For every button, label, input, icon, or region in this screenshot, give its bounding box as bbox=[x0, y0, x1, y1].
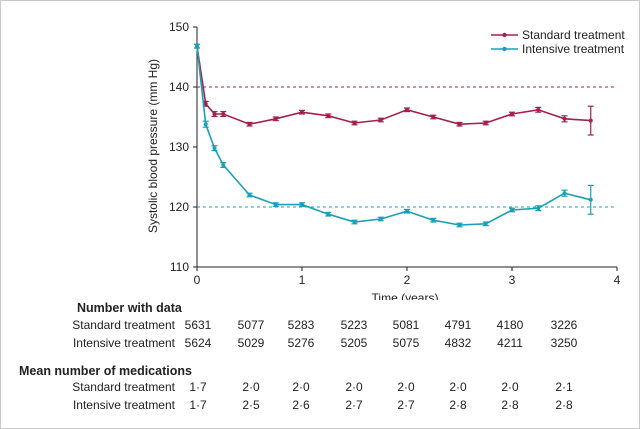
number-with-data-cell: 4180 bbox=[496, 318, 524, 332]
data-point bbox=[300, 202, 304, 207]
data-point bbox=[431, 115, 436, 119]
data-point bbox=[378, 217, 383, 221]
legend-label-intensive: Intensive treatment bbox=[522, 42, 625, 56]
number-with-data-cell: 4791 bbox=[444, 318, 472, 332]
mean-medications-row-label: Intensive treatment bbox=[72, 398, 175, 412]
number-with-data-cell: 5029 bbox=[237, 336, 265, 350]
number-with-data-cell: 5631 bbox=[184, 318, 212, 332]
number-with-data-cell: 5081 bbox=[392, 318, 420, 332]
number-with-data-cell: 5077 bbox=[237, 318, 265, 332]
data-point bbox=[536, 206, 541, 211]
data-point bbox=[195, 44, 199, 49]
mean-medications-cell: 2·5 bbox=[242, 398, 260, 412]
data-point bbox=[221, 163, 226, 167]
data-point bbox=[352, 220, 357, 224]
mean-medications-cell: 2·7 bbox=[345, 398, 363, 412]
number-with-data-cell: 3250 bbox=[550, 336, 578, 350]
mean-medications-cell: 2·0 bbox=[242, 380, 260, 394]
data-point bbox=[300, 110, 304, 115]
data-point bbox=[221, 112, 226, 116]
mean-medications-cell: 2·8 bbox=[449, 398, 467, 412]
number-with-data-row-label: Intensive treatment bbox=[72, 336, 175, 350]
data-point bbox=[247, 122, 252, 127]
mean-medications-cell: 2·6 bbox=[292, 398, 310, 412]
legend-marker-standard bbox=[502, 32, 507, 38]
number-with-data-cell: 4832 bbox=[444, 336, 472, 350]
data-point bbox=[588, 118, 593, 123]
x-tick-label: 1 bbox=[299, 273, 306, 287]
data-point bbox=[212, 146, 217, 151]
data-point bbox=[431, 218, 436, 223]
y-tick-label: 140 bbox=[169, 80, 189, 94]
data-point bbox=[326, 113, 331, 118]
number-with-data-row-label: Standard treatment bbox=[72, 318, 175, 332]
chart-axes: 110 120 130 140 150 0 1 2 3 4 bbox=[169, 20, 621, 287]
mean-medications-row-label: Standard treatment bbox=[72, 380, 175, 394]
data-point bbox=[247, 193, 252, 197]
legend-marker-intensive bbox=[502, 46, 507, 52]
x-tick-label: 0 bbox=[194, 273, 201, 287]
chart-series bbox=[194, 43, 594, 228]
mean-medications-cell: 2·0 bbox=[345, 380, 363, 394]
mean-medications-cell: 1·7 bbox=[189, 380, 207, 394]
blood-pressure-chart: 110 120 130 140 150 0 1 2 3 4 Standard treatmentI… bbox=[146, 20, 625, 300]
mean-medications-title: Mean number of medications bbox=[19, 364, 192, 378]
data-point bbox=[405, 107, 409, 112]
number-with-data-cell: 5075 bbox=[392, 336, 420, 350]
series-standard bbox=[194, 43, 594, 136]
mean-medications-cell: 2·0 bbox=[292, 380, 310, 394]
data-point bbox=[352, 121, 357, 125]
series-line-intensive bbox=[196, 46, 591, 226]
data-point bbox=[483, 221, 488, 226]
data-point bbox=[457, 223, 462, 227]
data-point bbox=[203, 101, 208, 106]
data-point bbox=[326, 212, 331, 217]
data-point bbox=[510, 208, 514, 212]
mean-medications-cell: 2·8 bbox=[501, 398, 519, 412]
reference-lines bbox=[197, 86, 617, 208]
number-with-data-cell: 5276 bbox=[287, 336, 315, 350]
legend-label-standard: Standard treatment bbox=[522, 28, 625, 42]
y-tick-label: 120 bbox=[169, 200, 189, 214]
x-tick-label: 3 bbox=[509, 273, 516, 287]
mean-medications-cell: 2·0 bbox=[501, 380, 519, 394]
data-point bbox=[562, 191, 567, 196]
number-with-data-title: Number with data bbox=[77, 301, 182, 315]
mean-medications-cell: 2·1 bbox=[555, 380, 573, 394]
mean-medications-cell: 1·7 bbox=[189, 398, 207, 412]
number-with-data-cell: 4211 bbox=[497, 336, 523, 350]
series-intensive bbox=[194, 43, 594, 228]
data-point bbox=[588, 197, 593, 202]
y-tick-label: 150 bbox=[169, 20, 189, 34]
number-with-data-cell: 5283 bbox=[287, 318, 315, 332]
number-with-data-cell: 5223 bbox=[340, 318, 368, 332]
data-point bbox=[457, 122, 462, 127]
x-axis-label: Time (years) bbox=[372, 291, 439, 300]
data-point bbox=[273, 202, 278, 207]
y-tick-label: 130 bbox=[169, 140, 189, 154]
mean-medications-cell: 2·8 bbox=[555, 398, 573, 412]
x-tick-label: 2 bbox=[404, 273, 411, 287]
data-point bbox=[510, 112, 514, 116]
data-point bbox=[273, 116, 278, 121]
data-point bbox=[203, 122, 208, 127]
data-point bbox=[483, 121, 488, 125]
mean-medications-cell: 2·7 bbox=[397, 398, 415, 412]
number-with-data-cell: 5624 bbox=[184, 336, 212, 350]
x-tick-label: 4 bbox=[614, 273, 621, 287]
data-point bbox=[212, 112, 217, 116]
mean-medications-cell: 2·0 bbox=[449, 380, 467, 394]
y-axis-label: Systolic blood pressure (mm Hg) bbox=[146, 59, 160, 233]
data-point bbox=[405, 209, 409, 214]
data-point bbox=[536, 107, 541, 112]
series-line-standard bbox=[196, 46, 591, 126]
number-with-data-cell: 5205 bbox=[340, 336, 368, 350]
y-tick-label: 110 bbox=[170, 260, 189, 274]
number-with-data-cell: 3226 bbox=[550, 318, 578, 332]
data-point bbox=[378, 118, 383, 122]
data-point bbox=[562, 116, 567, 121]
mean-medications-cell: 2·0 bbox=[397, 380, 415, 394]
